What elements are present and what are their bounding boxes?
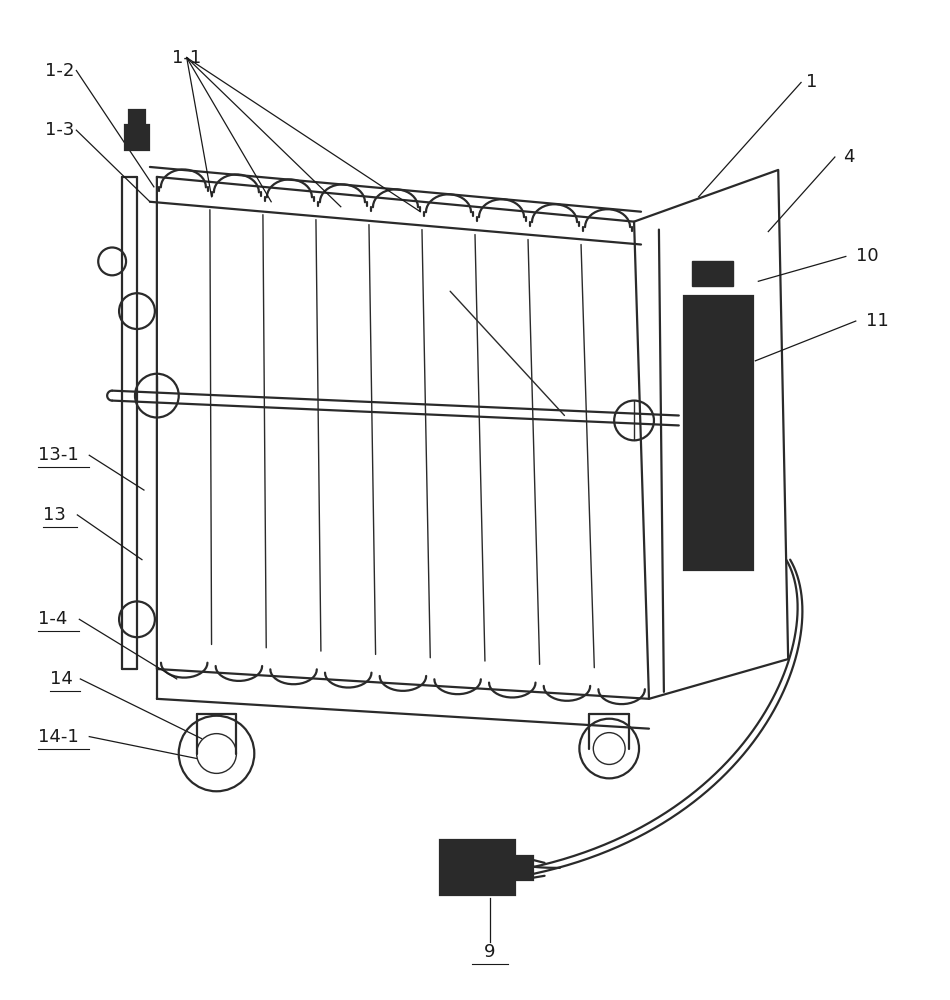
Bar — [692, 261, 733, 286]
Text: 14: 14 — [50, 670, 73, 688]
Text: 13: 13 — [43, 506, 66, 524]
Bar — [129, 110, 145, 126]
Text: 1: 1 — [806, 73, 817, 91]
Bar — [688, 300, 750, 566]
Text: 1-2: 1-2 — [45, 62, 74, 80]
Text: 1-4: 1-4 — [38, 610, 66, 628]
Bar — [440, 840, 515, 895]
Text: 14-1: 14-1 — [38, 728, 78, 746]
Text: 9: 9 — [484, 943, 496, 961]
Text: 4: 4 — [843, 148, 854, 166]
Text: 13-1: 13-1 — [38, 446, 78, 464]
Bar — [684, 296, 753, 570]
Text: 1-3: 1-3 — [45, 121, 74, 139]
Text: 11: 11 — [865, 312, 888, 330]
Text: 10: 10 — [856, 247, 879, 265]
Bar — [125, 125, 149, 150]
Text: 1-1: 1-1 — [172, 49, 201, 67]
Bar — [692, 311, 746, 495]
Bar — [515, 856, 533, 880]
